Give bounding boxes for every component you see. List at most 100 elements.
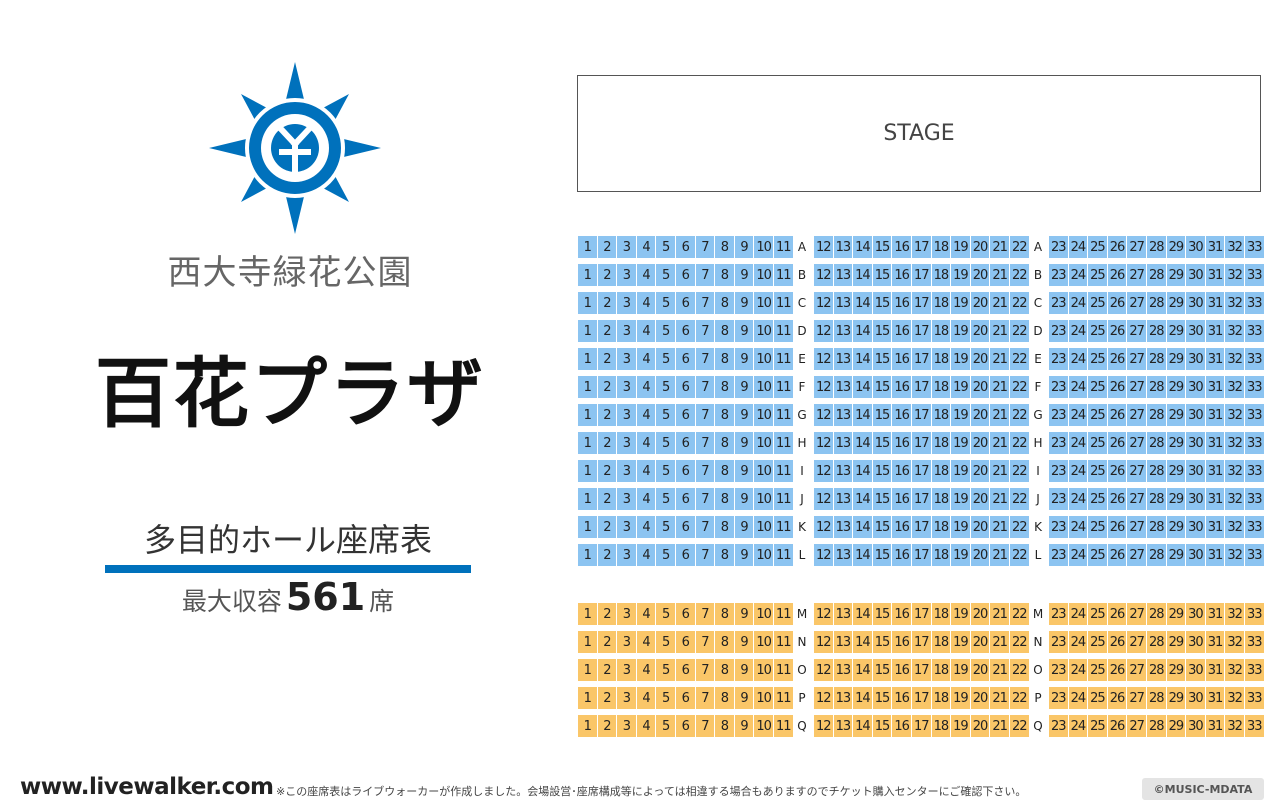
seat[interactable]: 11 [774, 659, 793, 681]
seat[interactable]: 25 [1088, 236, 1107, 258]
seat[interactable]: 8 [715, 376, 734, 398]
seat[interactable]: 17 [912, 488, 931, 510]
seat[interactable]: 27 [1127, 659, 1146, 681]
seat[interactable]: 4 [636, 516, 656, 538]
seat[interactable]: 30 [1186, 320, 1205, 342]
seat[interactable]: 16 [892, 320, 911, 342]
seat[interactable]: 26 [1107, 659, 1127, 681]
seat[interactable]: 20 [970, 376, 990, 398]
seat[interactable]: 31 [1205, 404, 1225, 426]
seat[interactable]: 25 [1088, 376, 1107, 398]
seat[interactable]: 19 [951, 603, 970, 625]
seat[interactable]: 18 [931, 631, 951, 653]
seat[interactable]: 16 [892, 404, 911, 426]
seat[interactable]: 5 [656, 376, 675, 398]
seat[interactable]: 10 [754, 376, 773, 398]
seat[interactable]: 9 [734, 603, 754, 625]
seat[interactable]: 24 [1068, 715, 1088, 737]
seat[interactable]: 27 [1127, 460, 1146, 482]
seat[interactable]: 25 [1088, 348, 1107, 370]
seat[interactable]: 32 [1225, 544, 1244, 566]
seat[interactable]: 1 [578, 460, 597, 482]
seat[interactable]: 7 [695, 404, 715, 426]
seat[interactable]: 26 [1107, 376, 1127, 398]
seat[interactable]: 7 [695, 292, 715, 314]
seat[interactable]: 29 [1166, 687, 1186, 709]
seat[interactable]: 23 [1049, 659, 1068, 681]
seat[interactable]: 27 [1127, 320, 1146, 342]
seat[interactable]: 20 [970, 236, 990, 258]
seat[interactable]: 7 [695, 236, 715, 258]
seat[interactable]: 4 [636, 603, 656, 625]
seat[interactable]: 10 [754, 460, 773, 482]
seat[interactable]: 12 [814, 631, 833, 653]
seat[interactable]: 7 [695, 348, 715, 370]
seat[interactable]: 1 [578, 236, 597, 258]
seat[interactable]: 13 [833, 320, 853, 342]
seat[interactable]: 23 [1049, 544, 1068, 566]
seat[interactable]: 28 [1147, 516, 1166, 538]
seat[interactable]: 30 [1186, 516, 1205, 538]
seat[interactable]: 31 [1205, 348, 1225, 370]
seat[interactable]: 4 [636, 715, 656, 737]
seat[interactable]: 6 [676, 236, 695, 258]
seat[interactable]: 21 [990, 687, 1009, 709]
seat[interactable]: 18 [931, 236, 951, 258]
seat[interactable]: 11 [774, 544, 793, 566]
seat[interactable]: 19 [951, 320, 970, 342]
seat[interactable]: 32 [1225, 488, 1244, 510]
seat[interactable]: 12 [814, 432, 833, 454]
seat[interactable]: 14 [853, 264, 872, 286]
seat[interactable]: 2 [597, 404, 617, 426]
seat[interactable]: 3 [617, 320, 636, 342]
seat[interactable]: 3 [617, 348, 636, 370]
seat[interactable]: 13 [833, 603, 853, 625]
seat[interactable]: 22 [1010, 264, 1029, 286]
seat[interactable]: 32 [1225, 715, 1244, 737]
seat[interactable]: 18 [931, 659, 951, 681]
seat[interactable]: 22 [1010, 404, 1029, 426]
seat[interactable]: 2 [597, 659, 617, 681]
seat[interactable]: 8 [715, 603, 734, 625]
seat[interactable]: 10 [754, 488, 773, 510]
seat[interactable]: 7 [695, 460, 715, 482]
seat[interactable]: 5 [656, 236, 675, 258]
seat[interactable]: 30 [1186, 544, 1205, 566]
seat[interactable]: 2 [597, 460, 617, 482]
seat[interactable]: 6 [676, 659, 695, 681]
seat[interactable]: 24 [1068, 376, 1088, 398]
seat[interactable]: 31 [1205, 432, 1225, 454]
seat[interactable]: 8 [715, 516, 734, 538]
seat[interactable]: 20 [970, 659, 990, 681]
seat[interactable]: 19 [951, 376, 970, 398]
seat[interactable]: 12 [814, 376, 833, 398]
seat[interactable]: 23 [1049, 264, 1068, 286]
seat[interactable]: 28 [1147, 603, 1166, 625]
seat[interactable]: 26 [1107, 631, 1127, 653]
seat[interactable]: 28 [1147, 292, 1166, 314]
seat[interactable]: 22 [1010, 659, 1029, 681]
seat[interactable]: 11 [774, 715, 793, 737]
seat[interactable]: 13 [833, 631, 853, 653]
seat[interactable]: 31 [1205, 292, 1225, 314]
seat[interactable]: 32 [1225, 603, 1244, 625]
seat[interactable]: 15 [872, 516, 892, 538]
seat[interactable]: 1 [578, 432, 597, 454]
seat[interactable]: 2 [597, 376, 617, 398]
seat[interactable]: 30 [1186, 687, 1205, 709]
seat[interactable]: 15 [872, 348, 892, 370]
seat[interactable]: 27 [1127, 516, 1146, 538]
seat[interactable]: 20 [970, 292, 990, 314]
seat[interactable]: 3 [617, 603, 636, 625]
seat[interactable]: 23 [1049, 603, 1068, 625]
seat[interactable]: 15 [872, 603, 892, 625]
seat[interactable]: 9 [734, 715, 754, 737]
seat[interactable]: 12 [814, 544, 833, 566]
seat[interactable]: 31 [1205, 320, 1225, 342]
seat[interactable]: 9 [734, 516, 754, 538]
seat[interactable]: 6 [676, 460, 695, 482]
seat[interactable]: 16 [892, 460, 911, 482]
seat[interactable]: 13 [833, 516, 853, 538]
seat[interactable]: 17 [912, 659, 931, 681]
seat[interactable]: 22 [1010, 687, 1029, 709]
